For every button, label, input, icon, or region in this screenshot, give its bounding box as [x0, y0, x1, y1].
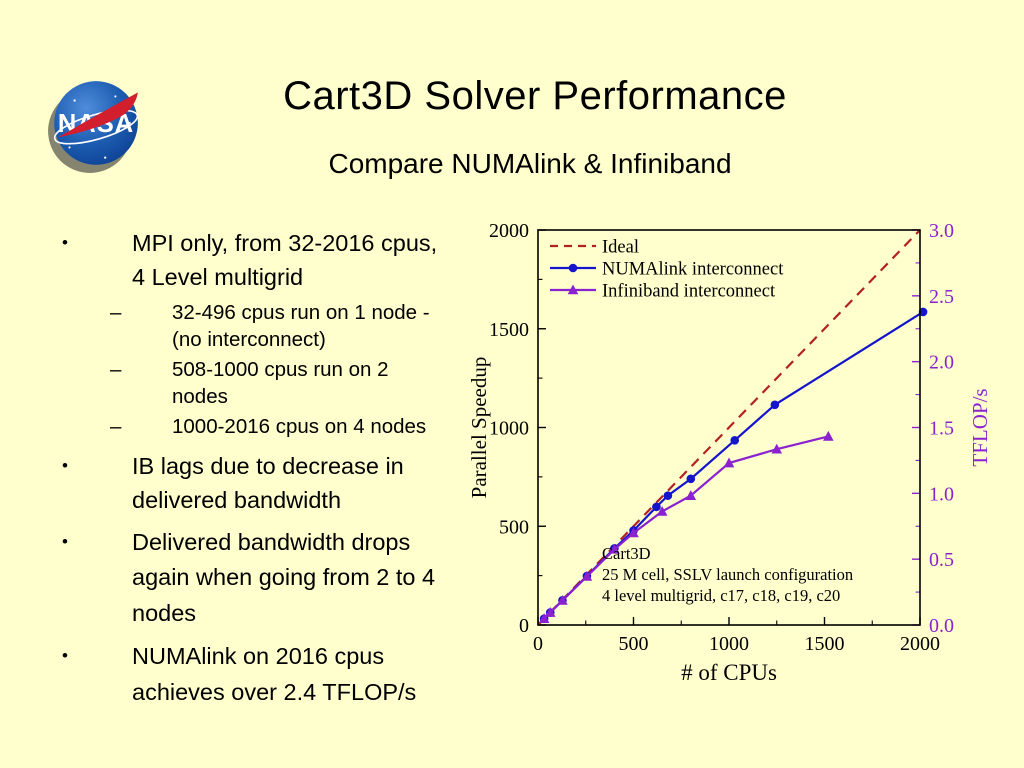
legend-label: Infiniband interconnect: [602, 282, 776, 302]
x-axis-title: # of CPUs: [681, 660, 777, 685]
y2-tick-label: 0.5: [929, 549, 954, 571]
data-point: [918, 307, 928, 317]
plot-border: [537, 229, 921, 626]
bullet-marker: –: [110, 358, 122, 381]
y-tick-label: 2000: [489, 220, 529, 242]
data-point: [568, 263, 578, 273]
data-point: [628, 527, 639, 538]
series-infiniband-interconnect: [538, 430, 834, 623]
bullet-marker: •: [62, 646, 68, 665]
bullet-marker: –: [110, 301, 122, 324]
data-point: [538, 613, 550, 623]
y2-tick-label: 1.5: [929, 418, 954, 440]
sub-bullet-item: – 508-1000 cpus run on 2 nodes: [52, 357, 482, 410]
bullet-text: 1000-2016 cpus on 4 nodes: [172, 415, 427, 438]
data-point: [652, 502, 661, 512]
chart-annotation: Cart3D: [602, 544, 651, 563]
data-point: [723, 457, 735, 468]
chart-svg: 0 500 1000 1500 200005001000150020000.00.51.…: [467, 220, 992, 685]
sub-bullet-item: – 32-496 cpus run on 1 node - (no interco…: [52, 300, 482, 353]
x-tick-label: 1000: [709, 633, 749, 655]
data-point: [686, 474, 696, 484]
y2-tick-label: 2.0: [929, 352, 954, 374]
y-tick-label: 1500: [489, 319, 529, 341]
bullet-marker: •: [62, 233, 68, 252]
chart-annotation: 25 M cell, SSLV launch configuration: [602, 565, 853, 584]
y-axis-title: Parallel Speedup: [468, 357, 491, 499]
data-point: [557, 595, 568, 605]
y2-tick-label: 3.0: [929, 220, 954, 242]
series-ideal: [537, 229, 921, 626]
data-point: [685, 490, 697, 500]
bullet-item: • NUMAlink on 2016 cpus achieves over 2.4…: [52, 639, 482, 710]
bullet-text: Delivered bandwidth drops again when goi…: [132, 528, 436, 626]
bullet-marker: –: [110, 415, 122, 438]
page-subtitle: Compare NUMAlink & Infiniband: [328, 148, 732, 179]
x-tick-label: 1500: [805, 633, 845, 655]
data-point: [581, 570, 593, 581]
series-line: [537, 229, 921, 626]
performance-chart: 0 500 1000 1500 2000 0 500 1000 1500 2000 0.0 0.5 1.…: [467, 214, 1024, 714]
logo-orbit: [53, 109, 139, 145]
data-point: [770, 400, 780, 410]
y2-tick-label: 2.5: [929, 286, 954, 308]
y-tick-label: 500: [499, 516, 529, 538]
legend-label: Ideal: [602, 238, 639, 258]
data-point: [656, 505, 668, 516]
bullet-text: 32-496 cpus run on 1 node - (no intercon…: [172, 301, 430, 351]
bullet-list: • MPI only, from 32-2016 cpus, 4 Level mu…: [52, 218, 482, 716]
bullet-item: • IB lags due to decrease in delivered ba…: [52, 449, 482, 517]
data-point: [609, 543, 620, 554]
y2-tick-label: 1.0: [929, 483, 954, 505]
logo-swoosh-icon: [58, 92, 138, 138]
x-tick-label: 2000: [900, 633, 940, 655]
data-point: [823, 430, 834, 441]
page-title: Cart3D Solver Performance: [283, 74, 787, 118]
bullet-item: • MPI only, from 32-2016 cpus, 4 Level mu…: [52, 226, 482, 294]
data-point: [730, 436, 740, 445]
y2-axis-title: TFLOP/s: [968, 388, 992, 466]
data-point: [544, 607, 556, 617]
legend-label: NUMAlink interconnect: [602, 260, 784, 280]
x-tick-label: 0: [533, 633, 543, 655]
bullet-text: 508-1000 cpus run on 2 nodes: [172, 358, 389, 408]
y-tick-label: 0: [519, 615, 529, 637]
chart-annotation: 4 level multigrid, c17, c18, c19, c20: [602, 586, 840, 605]
x-tick-label: 500: [619, 633, 649, 655]
bullet-marker: •: [62, 455, 68, 475]
bullet-text: MPI only, from 32-2016 cpus, 4 Level mul…: [132, 230, 438, 290]
bullet-item: • Delivered bandwidth drops again when go…: [52, 525, 482, 632]
data-point: [567, 284, 579, 295]
y-tick-label: 1000: [489, 418, 529, 440]
data-point: [771, 443, 783, 454]
logo-stars: [61, 95, 131, 159]
bullet-marker: •: [62, 531, 68, 551]
bullet-text: IB lags due to decrease in delivered ban…: [132, 452, 404, 513]
nasa-logo: NASA: [48, 81, 139, 173]
sub-bullet-item: – 1000-2016 cpus on 4 nodes: [52, 414, 482, 441]
data-point: [663, 491, 673, 500]
bullet-text: NUMAlink on 2016 cpus achieves over 2.4 …: [132, 643, 417, 705]
y2-tick-label: 0.0: [929, 615, 954, 637]
